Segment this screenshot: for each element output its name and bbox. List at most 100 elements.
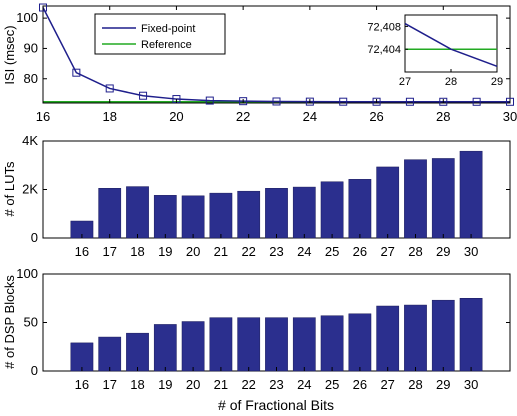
dsp-x-tick-label: 24 (297, 377, 311, 392)
dsp-x-tick-label: 21 (214, 377, 228, 392)
fixed-point-line (42, 7, 511, 103)
dsp-y-ticks: 0 50 100 (16, 266, 510, 378)
luts-x-tick-label: 29 (436, 244, 450, 259)
dsp-x-tick-label: 28 (408, 377, 422, 392)
dsp-x-tick-label: 27 (380, 377, 394, 392)
luts-x-ticks: 16 17 18 19 20 21 22 23 24 25 26 27 28 29 30 (75, 234, 478, 259)
dsp-x-tick-label: 17 (102, 377, 116, 392)
luts-bar (237, 190, 261, 239)
x-tick-label: 26 (369, 109, 383, 124)
luts-x-tick-label: 26 (353, 244, 367, 259)
x-tick-label: 16 (36, 109, 50, 124)
fixed-point-marker (372, 97, 381, 106)
fixed-point-series (39, 3, 514, 106)
legend-label-reference: Reference (141, 39, 192, 51)
dsp-bar (209, 317, 233, 372)
dsp-bar (153, 324, 177, 372)
luts-bars (70, 150, 483, 239)
luts-x-tick-label: 22 (241, 244, 255, 259)
luts-bar (320, 181, 344, 239)
isi-y-axis-label: ISI (msec) (2, 25, 17, 84)
luts-y-axis-label: # of LUTs (2, 161, 17, 216)
dsp-x-tick-label: 25 (325, 377, 339, 392)
dsp-x-tick-label: 29 (436, 377, 450, 392)
luts-x-tick-label: 19 (158, 244, 172, 259)
zoom-inset: 27 28 29 72,404 72,408 (367, 14, 503, 88)
luts-x-tick-label: 18 (130, 244, 144, 259)
fixed-point-marker (72, 68, 81, 77)
x-axis-label: # of Fractional Bits (218, 397, 334, 413)
luts-x-tick-label: 28 (408, 244, 422, 259)
dsp-x-tick-label: 30 (464, 377, 478, 392)
x-tick-label: 24 (303, 109, 317, 124)
inset-ticks: 27 28 29 72,404 72,408 (367, 21, 503, 88)
dsp-bar (348, 313, 372, 372)
fixed-point-marker (39, 3, 47, 12)
isi-y-ticks: 80 90 100 (16, 10, 510, 86)
inset-x-tick-label: 29 (491, 76, 503, 88)
x-tick-label: 18 (102, 109, 116, 124)
inset-plot-area (404, 14, 498, 73)
luts-y-tick-label: 0 (31, 230, 38, 245)
luts-bar (209, 192, 233, 239)
luts-bar (404, 159, 427, 239)
inset-series (404, 22, 498, 68)
isi-line-chart: 16 18 20 22 24 26 28 30 80 90 100 ISI (msec) Fixe… (2, 3, 517, 124)
luts-bar (126, 186, 149, 239)
luts-x-tick-label: 25 (325, 244, 339, 259)
luts-bar (376, 166, 400, 239)
y-tick-label: 80 (24, 71, 38, 86)
dsp-x-tick-label: 20 (186, 377, 200, 392)
x-tick-label: 30 (503, 109, 517, 124)
luts-bar (348, 179, 372, 239)
legend: Fixed-point Reference (94, 13, 226, 55)
luts-bar (153, 195, 177, 239)
dsp-bar (404, 304, 427, 372)
dsp-bar (98, 336, 122, 372)
fixed-point-marker (239, 97, 248, 106)
luts-bar (265, 188, 288, 239)
luts-bar (292, 186, 316, 239)
inset-fixed-point-line (404, 22, 498, 68)
luts-bar (181, 195, 205, 239)
inset-x-tick-label: 28 (445, 76, 457, 88)
fixed-point-marker (472, 97, 481, 106)
y-tick-label: 90 (24, 40, 38, 55)
luts-y-tick-label: 2K (22, 182, 38, 197)
luts-x-tick-label: 27 (380, 244, 394, 259)
luts-bar (98, 188, 122, 239)
y-tick-label: 100 (16, 10, 38, 25)
x-tick-label: 22 (236, 109, 250, 124)
dsp-bar (237, 317, 261, 372)
luts-x-tick-label: 16 (75, 244, 89, 259)
luts-y-tick-label: 4K (22, 133, 38, 148)
fixed-point-marker (205, 96, 214, 105)
luts-bar-chart: 16 17 18 19 20 21 22 23 24 25 26 27 28 29 30 0 2K 4K # o… (2, 133, 511, 259)
dsp-x-ticks: 16 17 18 19 20 21 22 23 24 25 26 27 28 29 30 (75, 367, 478, 392)
luts-x-tick-label: 21 (214, 244, 228, 259)
dsp-bar (181, 321, 205, 372)
luts-x-tick-label: 20 (186, 244, 200, 259)
luts-bar (431, 158, 455, 239)
fixed-point-marker (439, 97, 448, 106)
dsp-blocks-bar-chart: 16 17 18 19 20 21 22 23 24 25 26 27 28 29 30 0 50 100 # … (2, 266, 511, 413)
dsp-bar (265, 317, 288, 372)
luts-x-tick-label: 17 (102, 244, 116, 259)
dsp-bars (70, 298, 483, 372)
dsp-y-tick-label: 0 (31, 363, 38, 378)
dsp-bar (70, 342, 94, 372)
luts-x-tick-label: 24 (297, 244, 311, 259)
dsp-bar (459, 298, 483, 372)
luts-bar (459, 150, 483, 239)
fixed-point-marker (405, 97, 414, 106)
isi-x-ticks: 16 18 20 22 24 26 28 30 (36, 6, 517, 124)
dsp-y-tick-label: 100 (16, 266, 38, 281)
dsp-bar (431, 299, 455, 372)
dsp-x-tick-label: 23 (269, 377, 283, 392)
dsp-bar (126, 332, 149, 372)
dsp-bar (376, 305, 400, 372)
dsp-bar (292, 317, 316, 372)
luts-y-ticks: 0 2K 4K (22, 133, 510, 245)
luts-x-tick-label: 23 (269, 244, 283, 259)
dsp-x-tick-label: 22 (241, 377, 255, 392)
